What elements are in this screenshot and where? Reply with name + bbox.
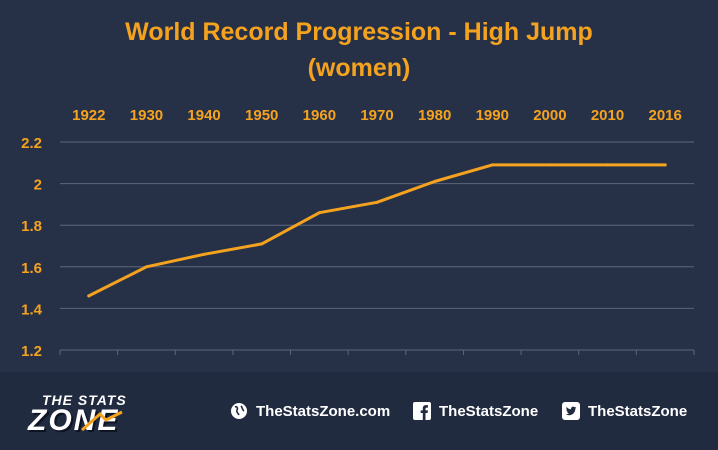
series-line — [87, 163, 667, 298]
data-point — [375, 200, 379, 204]
line-chart: 1.2 1.4 1.6 1.8 2 2.2 1922 1930 1940 1950 1960 1970… — [21, 107, 695, 360]
data-point — [260, 242, 264, 246]
the-stats-zone-logo: THE STATS ZONE — [28, 388, 158, 437]
y-tick-label: 1.8 — [21, 218, 42, 235]
website-link[interactable]: TheStatsZone.com — [230, 400, 390, 422]
website-label: TheStatsZone.com — [256, 402, 391, 420]
logo-swoosh-icon — [81, 410, 123, 432]
chart-title-line2: (women) — [307, 54, 411, 82]
x-tick-label: 1980 — [418, 107, 451, 124]
data-point — [663, 163, 667, 167]
data-point — [144, 265, 148, 269]
x-tick-label: 1930 — [130, 107, 163, 124]
chart-title: World Record Progression - High Jump (wo… — [0, 14, 718, 86]
twitter-link[interactable]: TheStatsZone — [562, 400, 687, 422]
y-tick-label: 1.2 — [21, 343, 42, 360]
y-tick-label: 2 — [34, 177, 42, 194]
logo-line2: ZONE — [28, 404, 120, 437]
globe-icon — [230, 402, 248, 420]
data-point — [606, 163, 610, 167]
y-tick-label: 1.6 — [21, 260, 42, 277]
x-tick-label: 1950 — [245, 107, 278, 124]
footer: THE STATS ZONE TheStatsZone.com TheStats… — [0, 372, 718, 450]
x-tick-label: 1960 — [303, 107, 336, 124]
data-point — [202, 252, 206, 256]
x-tick-label: 2016 — [648, 107, 681, 124]
facebook-icon — [413, 402, 431, 420]
y-tick-label: 1.4 — [21, 301, 43, 318]
twitter-label: TheStatsZone — [588, 402, 688, 420]
x-tick-label: 1990 — [476, 107, 509, 124]
x-tick-label: 1970 — [360, 107, 393, 124]
facebook-link[interactable]: TheStatsZone — [413, 400, 538, 422]
x-tick-label: 1922 — [72, 107, 105, 124]
facebook-label: TheStatsZone — [439, 402, 539, 420]
logo-line1: THE STATS — [42, 392, 127, 408]
data-point — [490, 163, 494, 167]
twitter-icon — [562, 402, 580, 420]
chart-title-line1: World Record Progression - High Jump — [125, 18, 593, 46]
y-tick-label: 2.2 — [21, 135, 42, 152]
data-point — [548, 163, 552, 167]
x-tick-label: 2000 — [533, 107, 566, 124]
data-point — [87, 294, 91, 298]
x-tick-label: 1940 — [187, 107, 220, 124]
data-point — [433, 180, 437, 184]
data-point — [317, 211, 321, 215]
x-tick-label: 2010 — [591, 107, 624, 124]
